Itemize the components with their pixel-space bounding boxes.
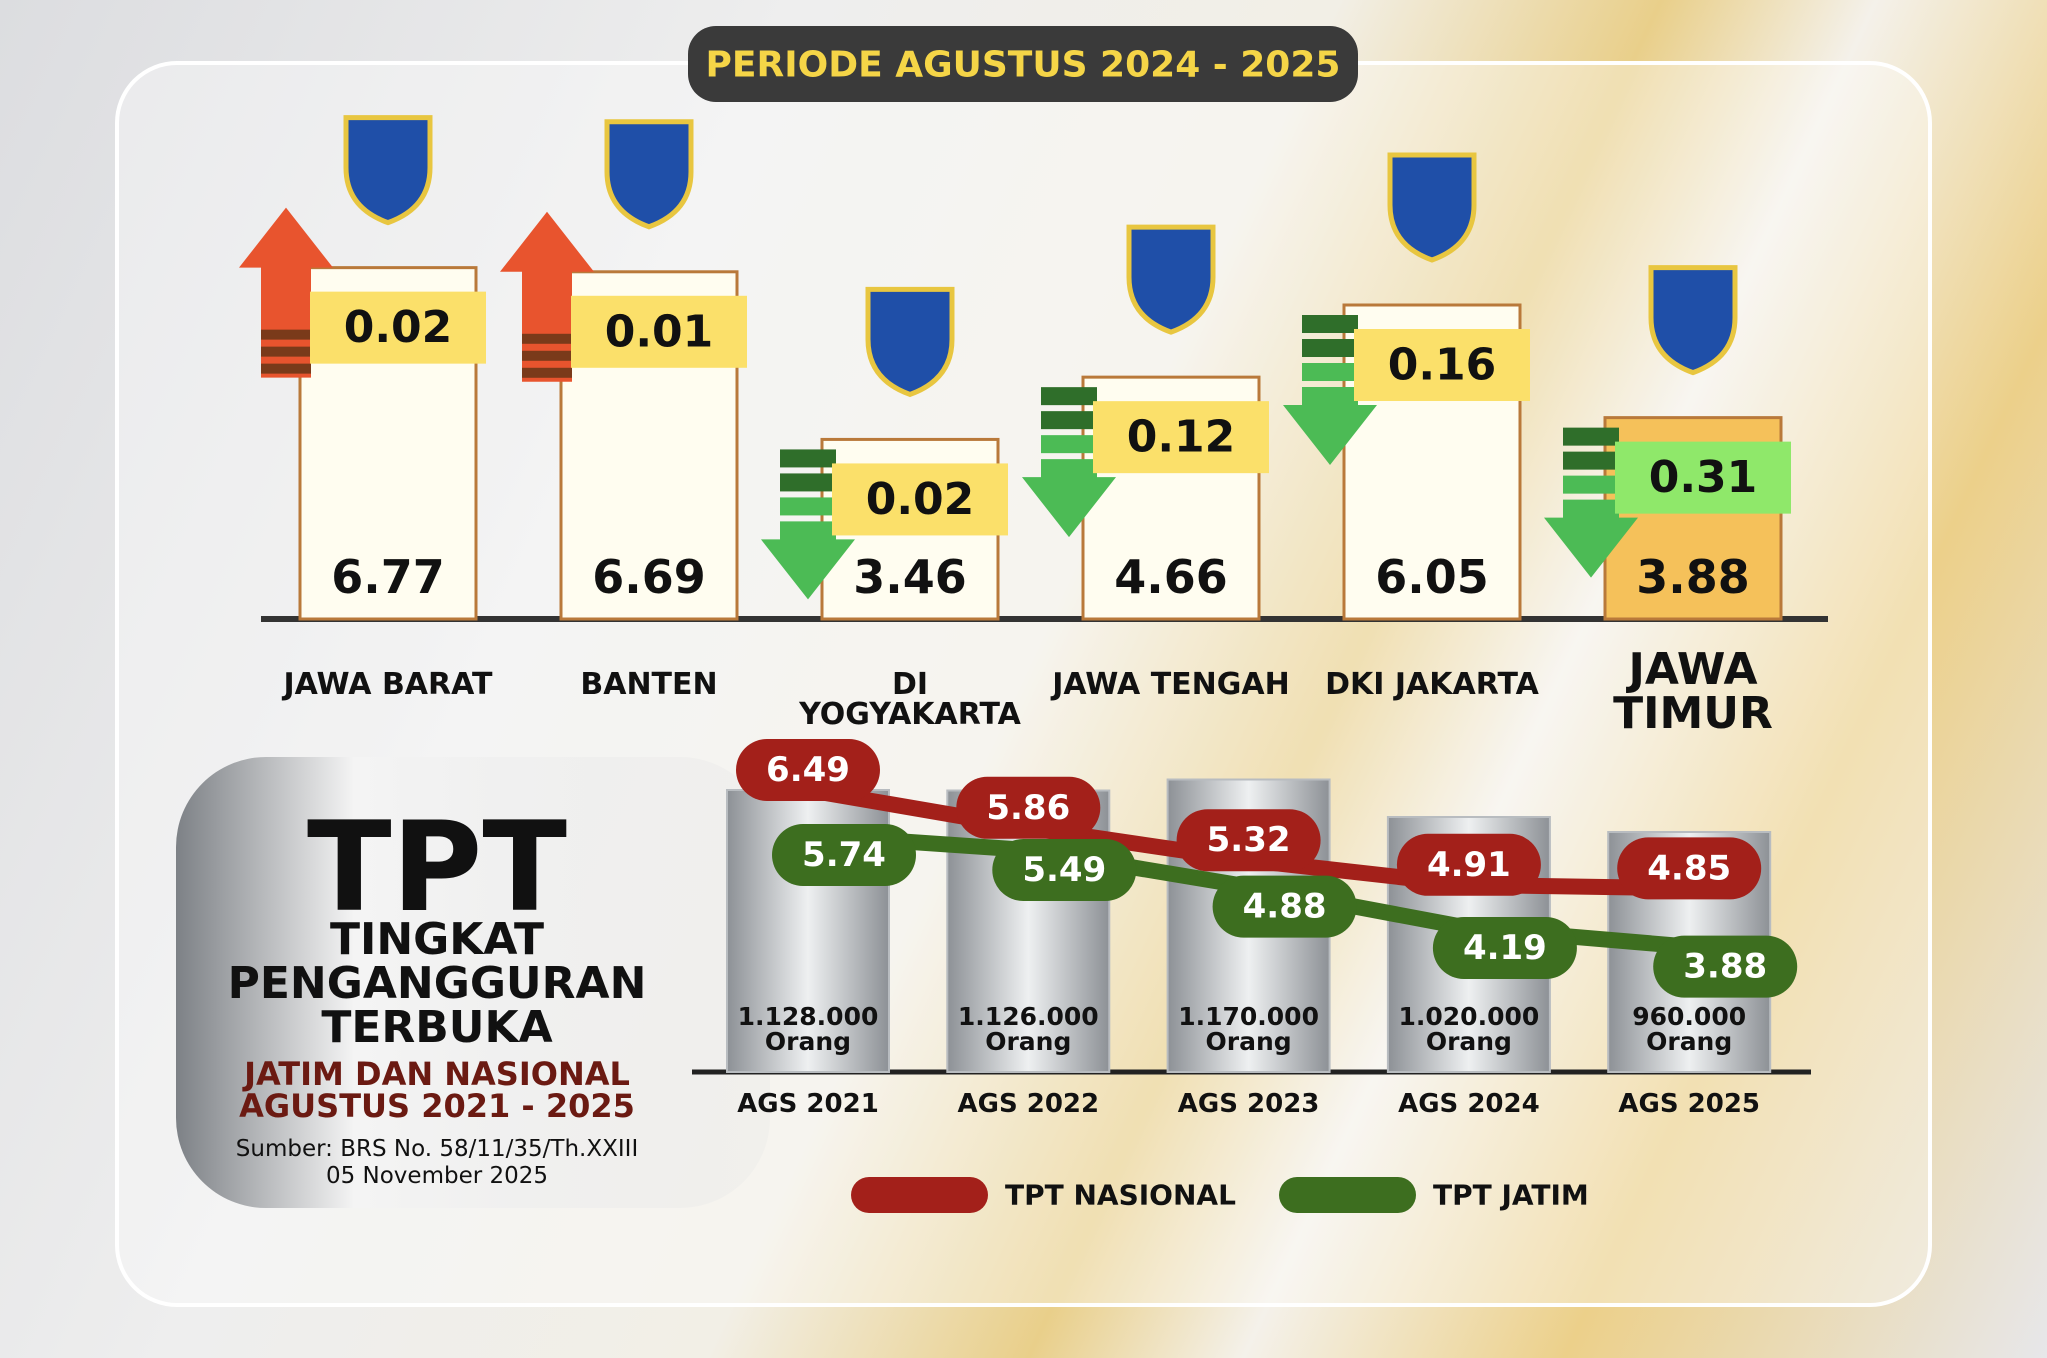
arrow-stripe	[261, 329, 311, 340]
category-label: DKI JAKARTA	[1325, 667, 1539, 702]
emblem	[1387, 152, 1477, 263]
bar-value-label: 1.170.000 Orang	[1178, 1002, 1319, 1056]
change-label: 0.16	[1388, 340, 1497, 391]
point-pill	[992, 839, 1137, 901]
info-panel	[176, 757, 770, 1208]
bar-value-label: 1.126.000 Orang	[957, 1002, 1099, 1056]
point-pill	[1212, 875, 1357, 938]
legend-label: TPT JATIM	[1433, 1179, 1589, 1212]
point-pill	[1432, 917, 1577, 979]
arrow-stripe	[261, 363, 311, 374]
change-arrow	[761, 521, 855, 600]
change-box	[1093, 401, 1269, 474]
point-pill	[1617, 837, 1762, 900]
emblem	[604, 119, 694, 230]
bar-value-label: 1.128.000 Orang	[737, 1002, 879, 1056]
bar-value: 6.05	[1375, 550, 1489, 604]
arrow-stripe	[780, 497, 836, 516]
point-pill	[1176, 809, 1321, 872]
arrow-stripe	[1041, 387, 1097, 406]
emblem	[1648, 265, 1738, 376]
change-box	[1615, 441, 1791, 514]
bar-value: 6.69	[592, 550, 706, 604]
arrow-stripe	[522, 333, 572, 344]
arrow-stripe	[522, 367, 572, 378]
bar-value: 6.77	[331, 550, 445, 604]
point-label: 5.86	[986, 788, 1070, 828]
point-pill	[956, 776, 1101, 839]
point-label: 4.19	[1463, 928, 1547, 968]
arrow-stripe	[1302, 315, 1358, 334]
change-arrow	[1544, 499, 1638, 578]
point-label: 4.88	[1243, 887, 1327, 927]
bar-value-label: 1.020.000 Orang	[1398, 1002, 1540, 1056]
change-label: 0.02	[344, 302, 453, 353]
category-label: JAWA BARAT	[283, 667, 493, 702]
arrow-stripe	[261, 346, 311, 357]
category-label: JAWA TIMUR	[1613, 644, 1773, 739]
emblem	[1126, 224, 1216, 335]
header-pill	[688, 26, 1358, 102]
arrow-stripe	[1302, 339, 1358, 358]
emblem	[343, 115, 433, 226]
arrow-stripe	[780, 449, 836, 468]
info-date: 05 November 2025	[325, 1163, 549, 1189]
x-tick-label: AGS 2021	[737, 1089, 879, 1119]
legend-swatch	[1279, 1177, 1416, 1213]
arrow-stripe	[1563, 475, 1619, 494]
arrow-stripe	[780, 473, 836, 492]
point-label: 6.49	[766, 750, 850, 790]
info-note: JATIM DAN NASIONAL AGUSTUS 2021 - 2025	[239, 1055, 635, 1125]
point-pill	[736, 739, 880, 801]
point-pill	[1653, 935, 1798, 998]
change-label: 0.01	[605, 306, 714, 357]
x-tick-label: AGS 2022	[957, 1089, 1099, 1119]
x-tick-label: AGS 2025	[1618, 1089, 1760, 1119]
point-pill	[772, 824, 916, 886]
category-label: JAWA TENGAH	[1052, 667, 1290, 702]
point-label: 4.91	[1427, 845, 1511, 885]
bar-value: 3.88	[1636, 550, 1750, 604]
bar-value-label: 960.000 Orang	[1632, 1002, 1747, 1056]
info-source: Sumber: BRS No. 58/11/35/Th.XXIII	[235, 1136, 639, 1162]
bar-value: 3.46	[853, 550, 967, 604]
point-label: 5.49	[1022, 850, 1106, 890]
point-label: 5.32	[1207, 820, 1291, 860]
change-label: 0.31	[1649, 452, 1758, 503]
arrow-stripe	[1563, 427, 1619, 446]
x-tick-label: AGS 2024	[1398, 1089, 1540, 1119]
point-label: 3.88	[1683, 947, 1767, 987]
change-arrow	[1022, 459, 1116, 538]
change-label: 0.12	[1127, 412, 1236, 463]
arrow-stripe	[522, 350, 572, 361]
change-box	[571, 295, 747, 368]
change-label: 0.02	[866, 474, 975, 525]
arrow-stripe	[1041, 435, 1097, 454]
change-box	[832, 463, 1008, 536]
emblem	[865, 286, 955, 398]
x-tick-label: AGS 2023	[1178, 1089, 1320, 1119]
legend-swatch	[851, 1177, 988, 1213]
bar-value: 4.66	[1114, 550, 1228, 604]
info-title: TPT	[307, 796, 567, 940]
arrow-stripe	[1041, 411, 1097, 430]
point-pill	[1396, 833, 1541, 896]
info-subtitle: TINGKAT PENGANGGURAN TERBUKA	[227, 914, 647, 1053]
change-arrow	[1283, 387, 1377, 466]
point-label: 4.85	[1647, 848, 1731, 888]
change-box	[310, 291, 486, 364]
header-title: PERIODE AGUSTUS 2024 - 2025	[706, 45, 1341, 86]
change-box	[1354, 329, 1530, 402]
category-label: BANTEN	[580, 667, 718, 702]
arrow-stripe	[1302, 363, 1358, 382]
arrow-stripe	[1563, 451, 1619, 470]
legend-label: TPT NASIONAL	[1005, 1179, 1236, 1212]
point-label: 5.74	[802, 835, 886, 875]
category-label: DI YOGYAKARTA	[799, 667, 1021, 732]
